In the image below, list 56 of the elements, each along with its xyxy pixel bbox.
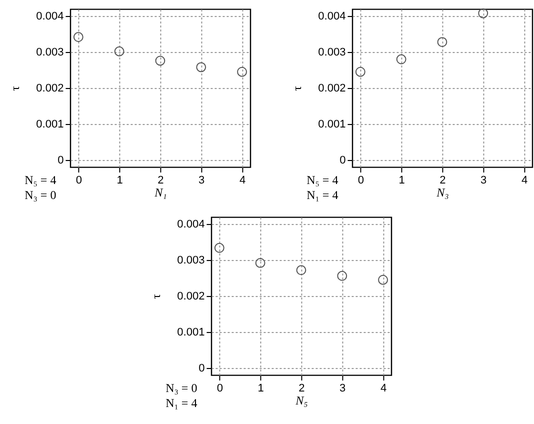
y-tick-label: 0.001 [318,118,346,130]
point [255,258,266,268]
x-tick-label: 4 [380,382,387,394]
x-tick-label: 1 [398,174,405,186]
x-axis-title: N₅ [294,394,308,408]
y-tick-label: 0.003 [318,46,346,59]
point [73,32,84,42]
text: N₃ = 0 [24,188,56,202]
x-tick-label: 1 [258,382,264,394]
point [378,274,388,285]
point [296,265,306,276]
y-tick-label: 0.004 [318,10,346,23]
x-tick-label: 3 [480,174,487,186]
x-tick-label: 0 [216,382,223,394]
y-tick-label: 0.002 [318,82,346,94]
point [214,242,224,253]
y-tick-label: 0.001 [177,326,205,338]
x-tick-label: 3 [198,174,205,186]
text: N₅ = 4 [24,173,56,187]
text: N₃ = 0 [166,381,198,395]
text: N₅ = 4 [306,173,338,187]
y-axis-title: τ [290,86,304,91]
y-axis-title: τ [149,294,164,299]
x-tick-label: 0 [76,174,82,186]
y-tick-label: 0 [340,154,346,166]
point [337,270,348,281]
x-tick-label: 3 [340,382,346,394]
point [396,54,406,64]
point [355,66,366,77]
y-tick-label: 0 [198,362,205,374]
y-tick-label: 0.004 [36,10,64,23]
x-tick-label: 4 [521,174,528,186]
y-tick-label: 0.002 [36,82,64,94]
x-tick-label: 2 [440,174,446,186]
x-axis-title: N₃ [436,186,449,200]
y-tick-label: 0.002 [177,290,205,302]
x-tick-label: 1 [116,174,123,186]
point [478,8,488,18]
x-axis-title: N₁ [154,186,167,200]
text: N₁ = 4 [166,396,198,410]
y-tick-label: 0.003 [36,46,64,59]
y-tick-label: 0.003 [177,254,205,267]
x-tick-label: 2 [158,174,164,186]
x-tick-label: 2 [298,382,305,394]
x-tick-label: 0 [358,174,364,186]
y-axis-title: τ [8,86,22,91]
y-tick-label: 0 [58,154,64,166]
point [237,66,247,77]
point [437,37,448,47]
point [114,46,124,56]
y-tick-label: 0.004 [177,218,205,231]
text: N₁ = 4 [306,188,338,202]
point [196,62,206,72]
point [155,56,166,66]
y-tick-label: 0.001 [36,118,64,130]
x-tick-label: 4 [239,174,246,186]
